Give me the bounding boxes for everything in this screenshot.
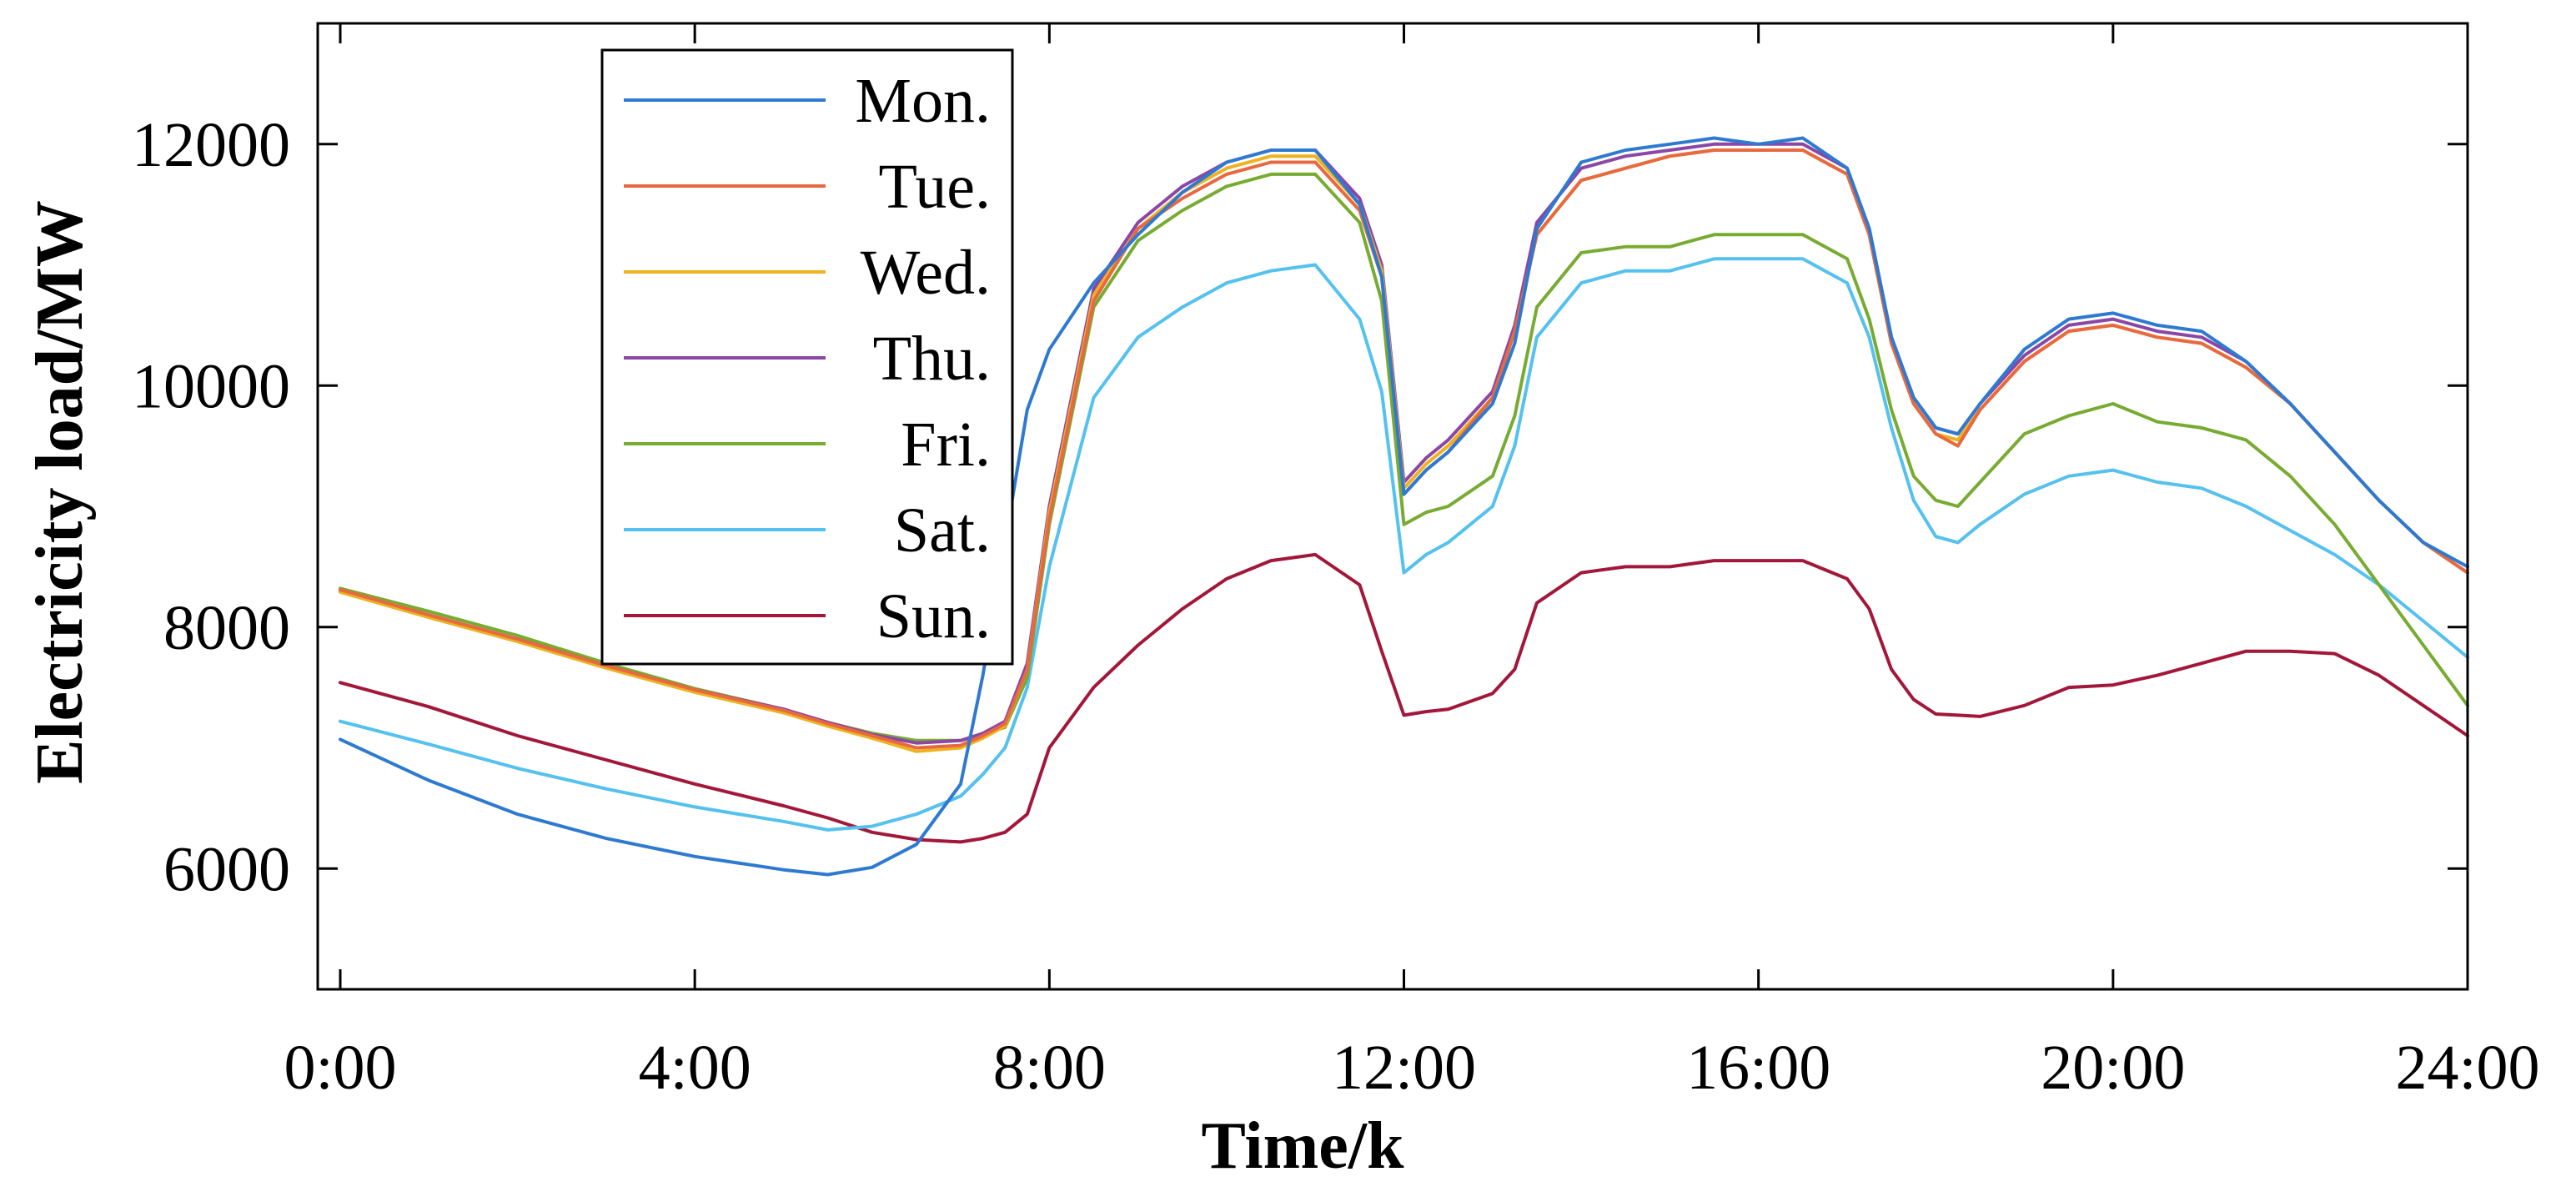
x-tick-label: 8:00 [993,1033,1106,1103]
x-tick-label: 12:00 [1332,1033,1476,1103]
legend-label: Fri. [901,410,991,480]
series-line-tue [339,148,2469,750]
legend-label: Tue. [879,152,991,222]
legend: Mon. Tue. Wed. Thu. Fri. Sat. Sun. [600,48,1014,666]
y-tick-label: 6000 [163,834,290,904]
series-line-mon [339,136,2469,877]
x-axis-title: Time/k [1201,1109,1404,1183]
y-tick-label: 10000 [132,351,290,421]
legend-label: Sat. [894,495,991,566]
x-tick-labels: 0:00 4:00 8:00 12:00 16:00 20:00 24:00 [284,1033,2539,1103]
x-tick-label: 20:00 [2041,1033,2185,1103]
y-axis-title: Electricity load/MW [23,200,97,784]
series-line-thu [339,142,2469,745]
series-line-sun [339,552,2469,844]
legend-label: Mon. [855,66,991,136]
x-tick-label: 4:00 [639,1033,751,1103]
x-tick-label: 24:00 [2395,1033,2539,1103]
series-lines [339,136,2469,877]
series-line-sat [339,257,2469,832]
plot-frame [316,22,2469,991]
y-tick-label: 8000 [163,593,290,663]
x-tick-label: 16:00 [1686,1033,1830,1103]
legend-label: Thu. [873,324,991,394]
y-tick-label: 12000 [132,110,290,180]
legend-label: Sun. [876,581,991,651]
y-tick-labels: 6000 8000 10000 12000 [132,110,290,905]
legend-label: Wed. [861,238,991,308]
x-tick-label: 0:00 [284,1033,396,1103]
